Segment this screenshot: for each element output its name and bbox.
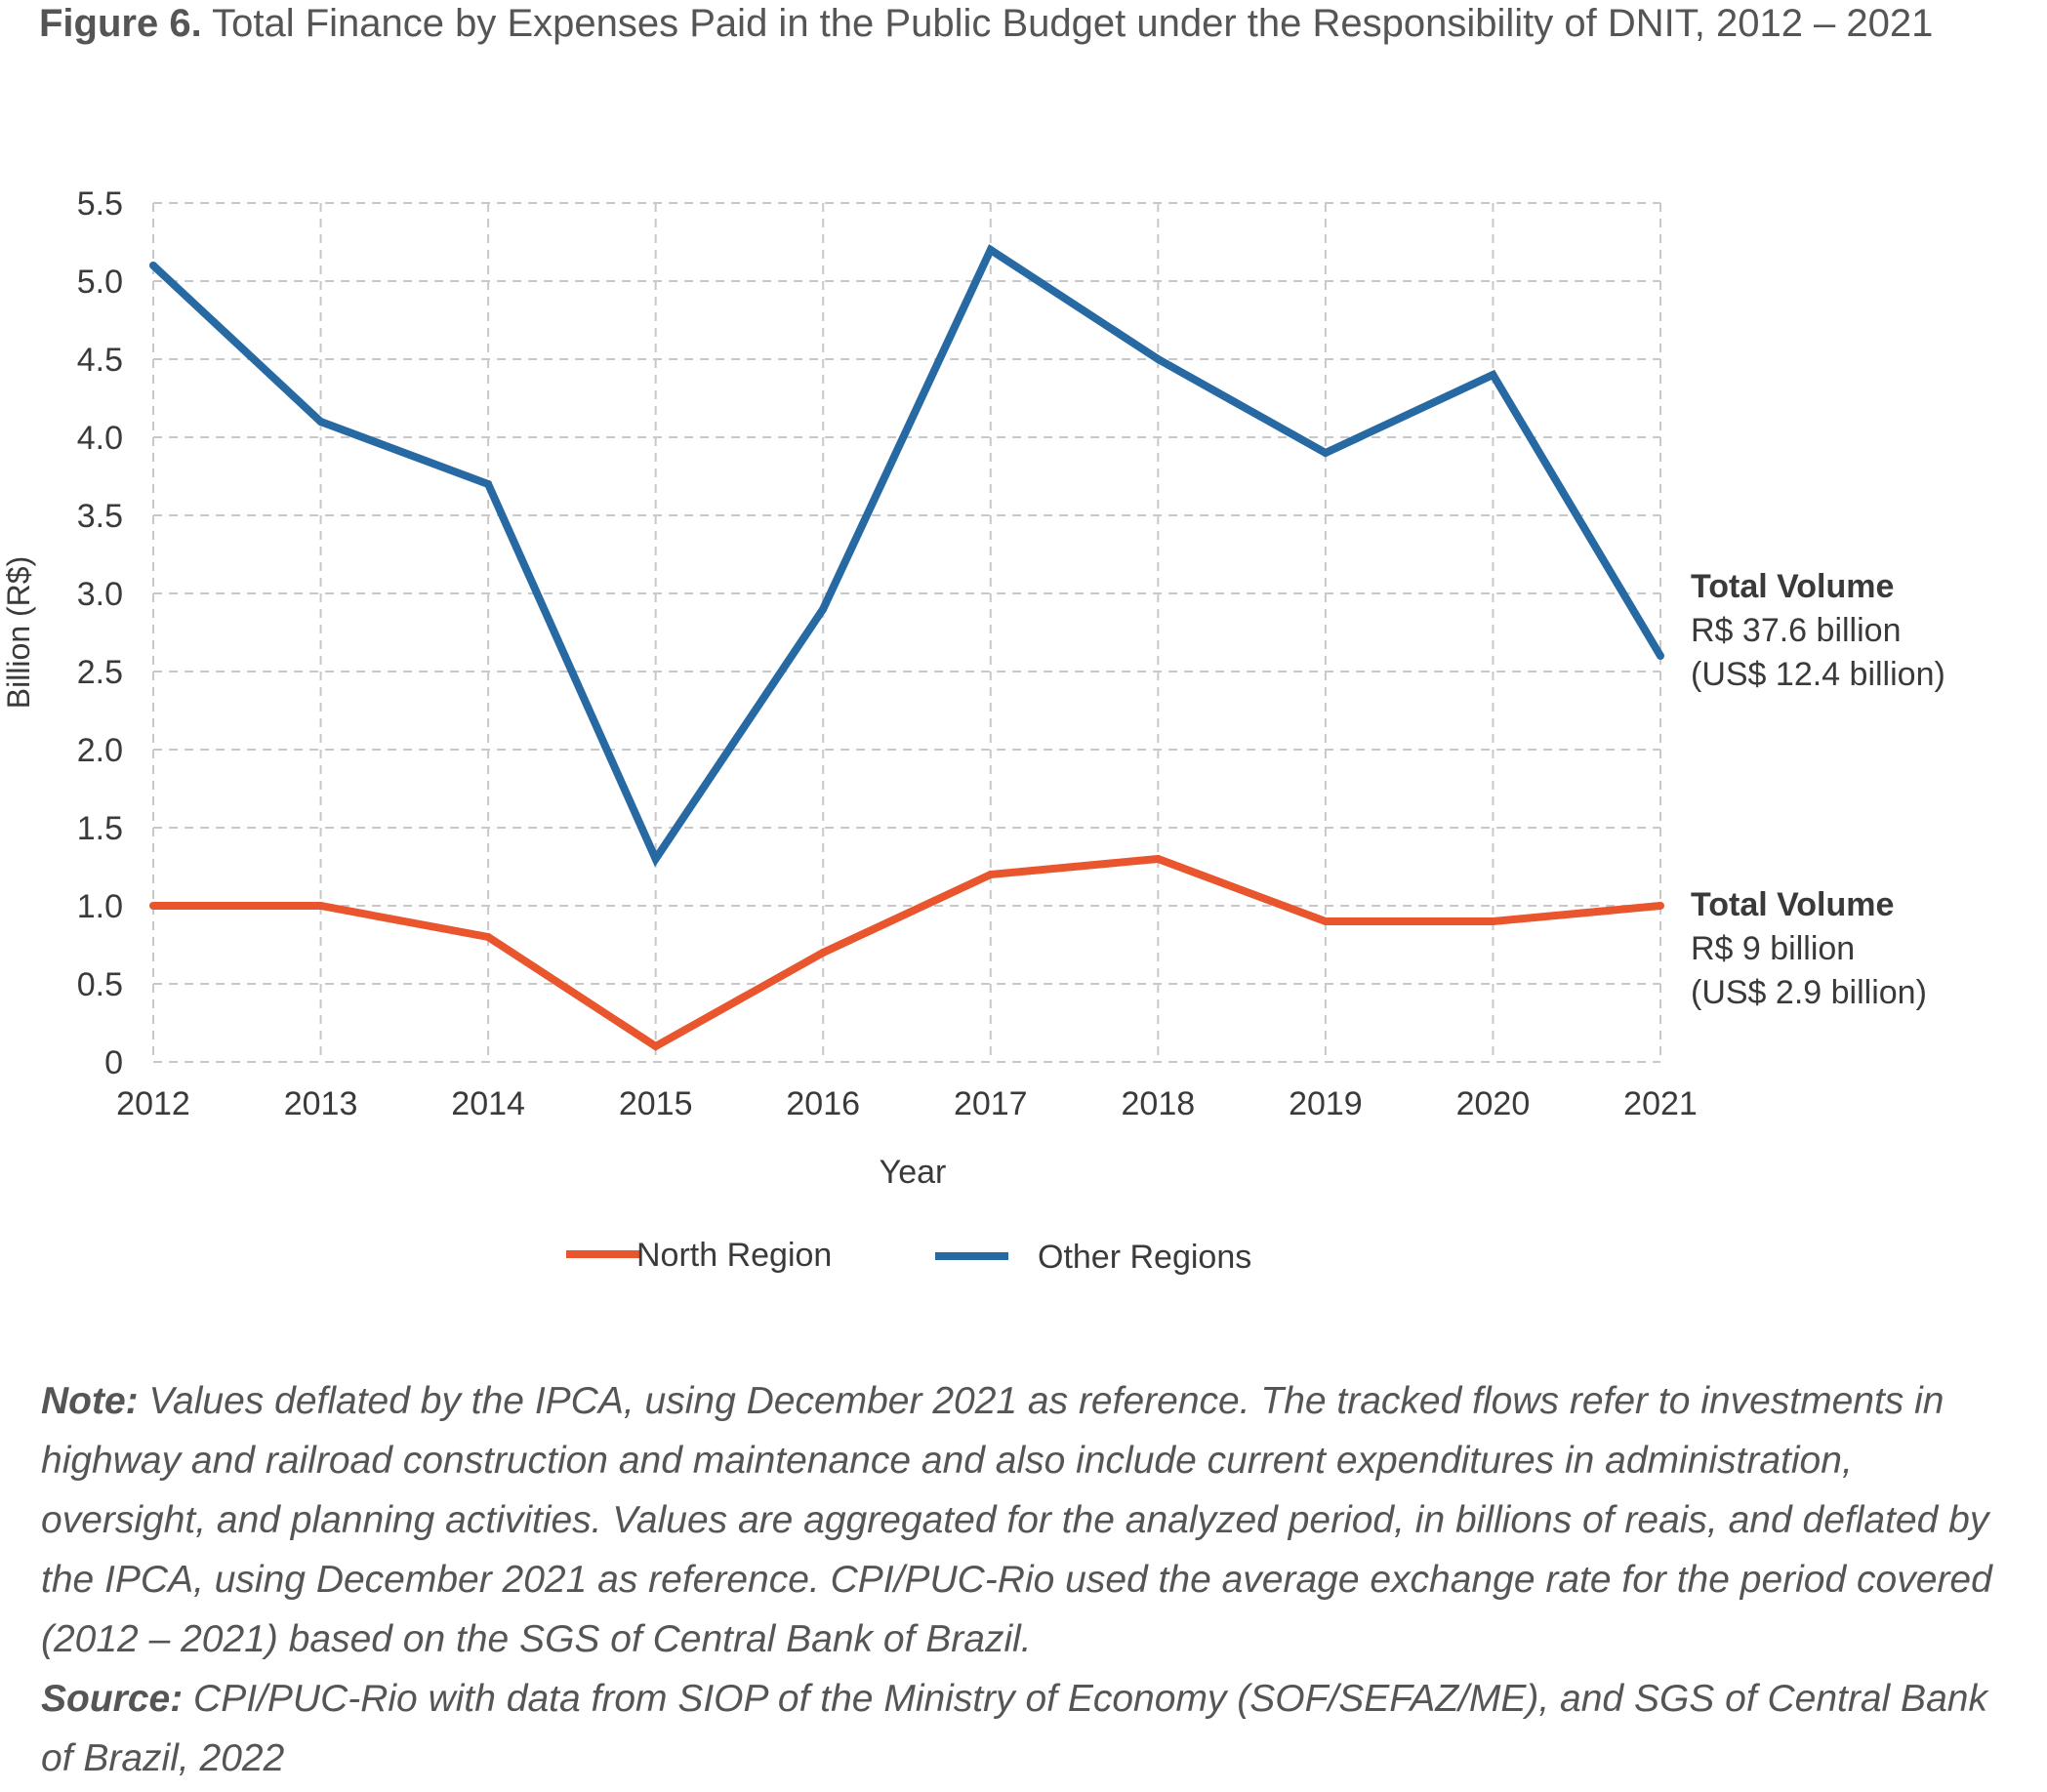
data-point xyxy=(986,246,995,254)
note-text: Values deflated by the IPCA, using Decem… xyxy=(41,1380,1992,1660)
y-tick-label: 4.5 xyxy=(77,342,123,379)
x-tick-label: 2014 xyxy=(451,1085,525,1122)
x-axis-label: Year xyxy=(880,1154,947,1191)
data-point xyxy=(1657,652,1664,660)
x-tick-label: 2016 xyxy=(786,1085,860,1122)
data-point xyxy=(651,855,660,863)
data-point xyxy=(819,949,828,957)
source-paragraph: Source: CPI/PUC-Rio with data from SIOP … xyxy=(41,1669,2023,1788)
y-tick-label: 2.5 xyxy=(77,654,123,691)
figure-notes: Note: Values deflated by the IPCA, using… xyxy=(41,1371,2023,1788)
y-tick-label: 3.0 xyxy=(77,576,123,613)
line-chart: 0 0.5 1.0 1.5 2.0 2.5 3.0 3.5 4.0 4.5 5.0 5.5 2012 20… xyxy=(1,185,1945,1276)
y-tick-label: 4.0 xyxy=(77,420,123,457)
data-point xyxy=(316,902,325,910)
annotation-value: R$ 37.6 billion xyxy=(1691,612,1901,649)
data-point xyxy=(1321,917,1330,925)
annotation-value: (US$ 12.4 billion) xyxy=(1691,656,1945,693)
data-point xyxy=(316,418,325,426)
y-tick-label: 0.5 xyxy=(77,966,123,1003)
data-point xyxy=(1657,902,1664,910)
data-point xyxy=(484,933,493,941)
x-tick-label: 2015 xyxy=(619,1085,693,1122)
data-point xyxy=(1489,371,1497,379)
data-point xyxy=(149,902,157,910)
annotation-title: Total Volume xyxy=(1691,568,1894,605)
legend-label: North Region xyxy=(636,1237,832,1274)
data-point xyxy=(1321,449,1330,457)
legend-label: Other Regions xyxy=(1038,1239,1251,1276)
data-point xyxy=(986,871,995,878)
y-tick-label: 2.0 xyxy=(77,732,123,769)
y-tick-label: 3.5 xyxy=(77,498,123,535)
y-axis-label: Billion (R$) xyxy=(1,556,36,709)
y-tick-label: 1.5 xyxy=(77,810,123,847)
series-line-other-regions xyxy=(150,244,1664,868)
data-point xyxy=(651,1042,660,1050)
data-point xyxy=(819,605,828,613)
note-label: Note: xyxy=(41,1380,139,1422)
data-point xyxy=(149,262,157,269)
annotation-title: Total Volume xyxy=(1691,886,1894,923)
data-point xyxy=(1489,917,1497,925)
x-tick-label: 2012 xyxy=(116,1085,190,1122)
annotation-value: R$ 9 billion xyxy=(1691,930,1855,967)
source-text: CPI/PUC-Rio with data from SIOP of the M… xyxy=(41,1678,1987,1779)
note-paragraph: Note: Values deflated by the IPCA, using… xyxy=(41,1371,2023,1669)
series-line-north-region xyxy=(153,854,1661,1051)
y-tick-label: 5.0 xyxy=(77,264,123,301)
source-label: Source: xyxy=(41,1678,184,1720)
x-tick-label: 2017 xyxy=(954,1085,1028,1122)
data-point xyxy=(484,480,493,488)
figure-label: Figure 6. xyxy=(39,2,202,45)
y-tick-label: 1.0 xyxy=(77,888,123,925)
x-tick-label: 2020 xyxy=(1456,1085,1531,1122)
x-tick-label: 2021 xyxy=(1623,1085,1698,1122)
x-tick-label: 2019 xyxy=(1289,1085,1363,1122)
annotation-value: (US$ 2.9 billion) xyxy=(1691,974,1927,1011)
y-tick-label: 0 xyxy=(104,1044,123,1081)
data-point xyxy=(1154,355,1163,363)
x-tick-label: 2018 xyxy=(1122,1085,1196,1122)
x-tick-label: 2013 xyxy=(284,1085,358,1122)
y-tick-label: 5.5 xyxy=(77,185,123,223)
figure-title: Figure 6. Total Finance by Expenses Paid… xyxy=(39,2,1933,46)
data-point xyxy=(1154,855,1163,863)
figure-title-text: Total Finance by Expenses Paid in the Pu… xyxy=(212,2,1934,45)
